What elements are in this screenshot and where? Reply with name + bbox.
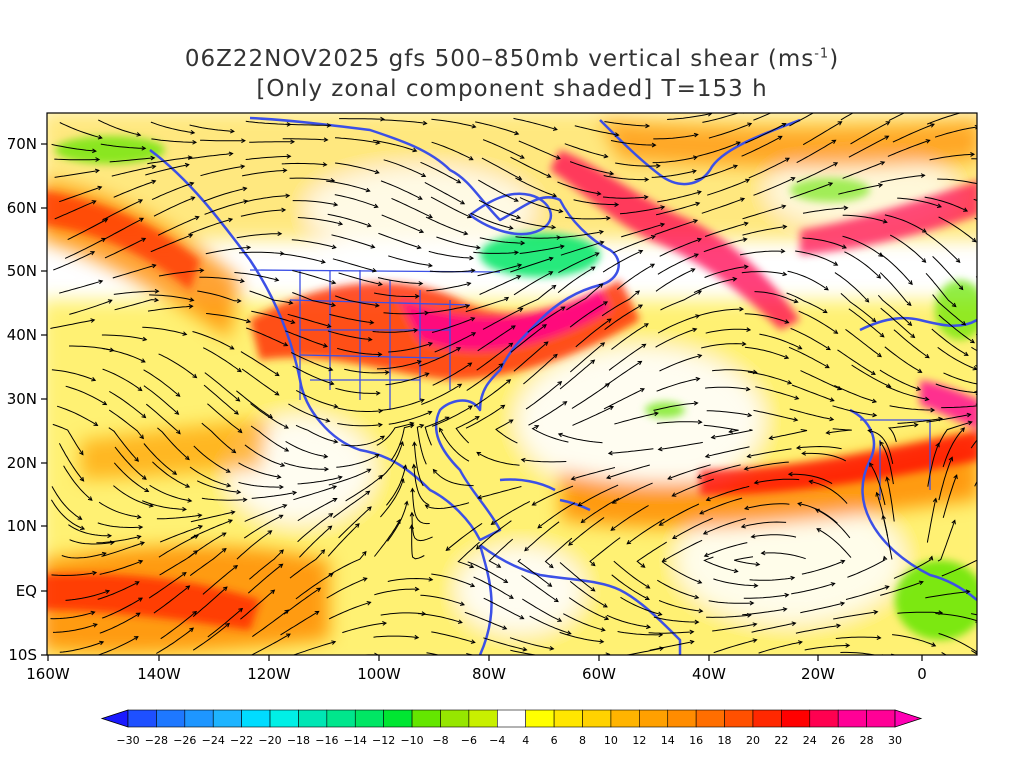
colorbar-label: −18 bbox=[287, 734, 310, 747]
colorbar-label: 24 bbox=[803, 734, 817, 747]
colorbar-label: −6 bbox=[461, 734, 477, 747]
colorbar-swatch bbox=[496, 709, 527, 728]
colorbar-label: 4 bbox=[522, 734, 529, 747]
colorbar-label: 26 bbox=[831, 734, 845, 747]
colorbar-swatch bbox=[383, 709, 413, 728]
lat-tick-label: 40N bbox=[7, 326, 37, 344]
colorbar-label: 10 bbox=[604, 734, 618, 747]
lat-tick-label: 10S bbox=[8, 646, 37, 664]
colorbar-min-arrow bbox=[100, 709, 129, 728]
colorbar-swatch bbox=[582, 709, 612, 728]
colorbar-label: 22 bbox=[774, 734, 788, 747]
colorbar-swatch bbox=[212, 709, 242, 728]
colorbar-label: 8 bbox=[579, 734, 586, 747]
colorbar-label: 20 bbox=[746, 734, 760, 747]
colorbar-swatch bbox=[326, 709, 356, 728]
colorbar-swatch bbox=[184, 709, 214, 728]
lat-tick-label: 30N bbox=[7, 390, 37, 408]
longitude-axis: 160W 140W 120W 100W 80W 60W 40W 20W 0 bbox=[26, 655, 927, 683]
colorbar-swatch bbox=[440, 709, 470, 728]
colorbar-swatch bbox=[667, 709, 697, 728]
colorbar-label: −28 bbox=[145, 734, 168, 747]
colorbar-swatch bbox=[610, 709, 640, 728]
shading-layer bbox=[47, 113, 977, 655]
colorbar-swatch bbox=[127, 709, 157, 728]
colorbar-label: 16 bbox=[689, 734, 703, 747]
colorbar-swatch bbox=[156, 709, 186, 728]
colorbar-label: 14 bbox=[661, 734, 675, 747]
colorbar-label: 12 bbox=[632, 734, 646, 747]
colorbar-swatch bbox=[269, 709, 299, 728]
colorbar-label: −24 bbox=[202, 734, 225, 747]
colorbar-label: 30 bbox=[888, 734, 902, 747]
colorbar-label: −10 bbox=[400, 734, 423, 747]
map-frame bbox=[46, 112, 978, 656]
colorbar-label: −8 bbox=[432, 734, 448, 747]
lat-tick-label: 60N bbox=[7, 199, 37, 217]
colorbar-swatch bbox=[241, 709, 271, 728]
colorbar-label: −16 bbox=[315, 734, 338, 747]
colorbar-label: −14 bbox=[344, 734, 367, 747]
colorbar-label: 28 bbox=[860, 734, 874, 747]
lon-tick-label: 100W bbox=[357, 665, 401, 683]
lon-tick-label: 160W bbox=[26, 665, 70, 683]
colorbar-max-arrow bbox=[894, 709, 923, 728]
lon-tick-label: 80W bbox=[472, 665, 506, 683]
colorbar-label: −30 bbox=[116, 734, 139, 747]
latitude-axis: 70N 60N 50N 40N 30N 20N 10N EQ 10S bbox=[7, 135, 47, 664]
colorbar-swatch bbox=[866, 709, 896, 728]
lon-tick-label: 60W bbox=[582, 665, 616, 683]
colorbar-swatch bbox=[298, 709, 328, 728]
colorbar-label: −4 bbox=[489, 734, 505, 747]
colorbar-label: −12 bbox=[372, 734, 395, 747]
colorbar-swatch bbox=[837, 709, 867, 728]
lat-tick-label: EQ bbox=[16, 582, 37, 600]
colorbar-swatch bbox=[781, 709, 811, 728]
colorbar: −30 −28 −26 −24 −22 −20 −18 −16 −14 −12 −10 −8 −6 −4 4… bbox=[100, 709, 923, 747]
colorbar-label: −26 bbox=[173, 734, 196, 747]
colorbar-label: −20 bbox=[258, 734, 281, 747]
streamlines bbox=[50, 113, 977, 655]
colorbar-swatch bbox=[411, 709, 441, 728]
lon-tick-label: 40W bbox=[692, 665, 726, 683]
lon-tick-label: 120W bbox=[247, 665, 291, 683]
colorbar-label: 18 bbox=[718, 734, 732, 747]
colorbar-swatch bbox=[354, 709, 384, 728]
colorbar-swatch bbox=[752, 709, 782, 728]
colorbar-swatch bbox=[468, 709, 498, 728]
lon-tick-label: 140W bbox=[137, 665, 181, 683]
colorbar-swatch bbox=[695, 709, 725, 728]
lat-tick-label: 10N bbox=[7, 517, 37, 535]
map-title-line1: 06Z22NOV2025 gfs 500–850mb vertical shea… bbox=[184, 46, 840, 72]
coastlines bbox=[149, 116, 977, 655]
colorbar-swatch bbox=[525, 709, 555, 728]
colorbar-swatch bbox=[809, 709, 839, 728]
map-title-line2: [Only zonal component shaded] T=153 h bbox=[256, 76, 768, 102]
colorbar-swatch bbox=[724, 709, 754, 728]
lat-tick-label: 50N bbox=[7, 262, 37, 280]
colorbar-label: 6 bbox=[551, 734, 558, 747]
lon-tick-label: 0 bbox=[917, 665, 927, 683]
colorbar-swatch bbox=[639, 709, 669, 728]
lat-tick-label: 20N bbox=[7, 454, 37, 472]
colorbar-swatch bbox=[553, 709, 583, 728]
colorbar-label: −22 bbox=[230, 734, 253, 747]
lat-tick-label: 70N bbox=[7, 135, 37, 153]
lon-tick-label: 20W bbox=[801, 665, 835, 683]
